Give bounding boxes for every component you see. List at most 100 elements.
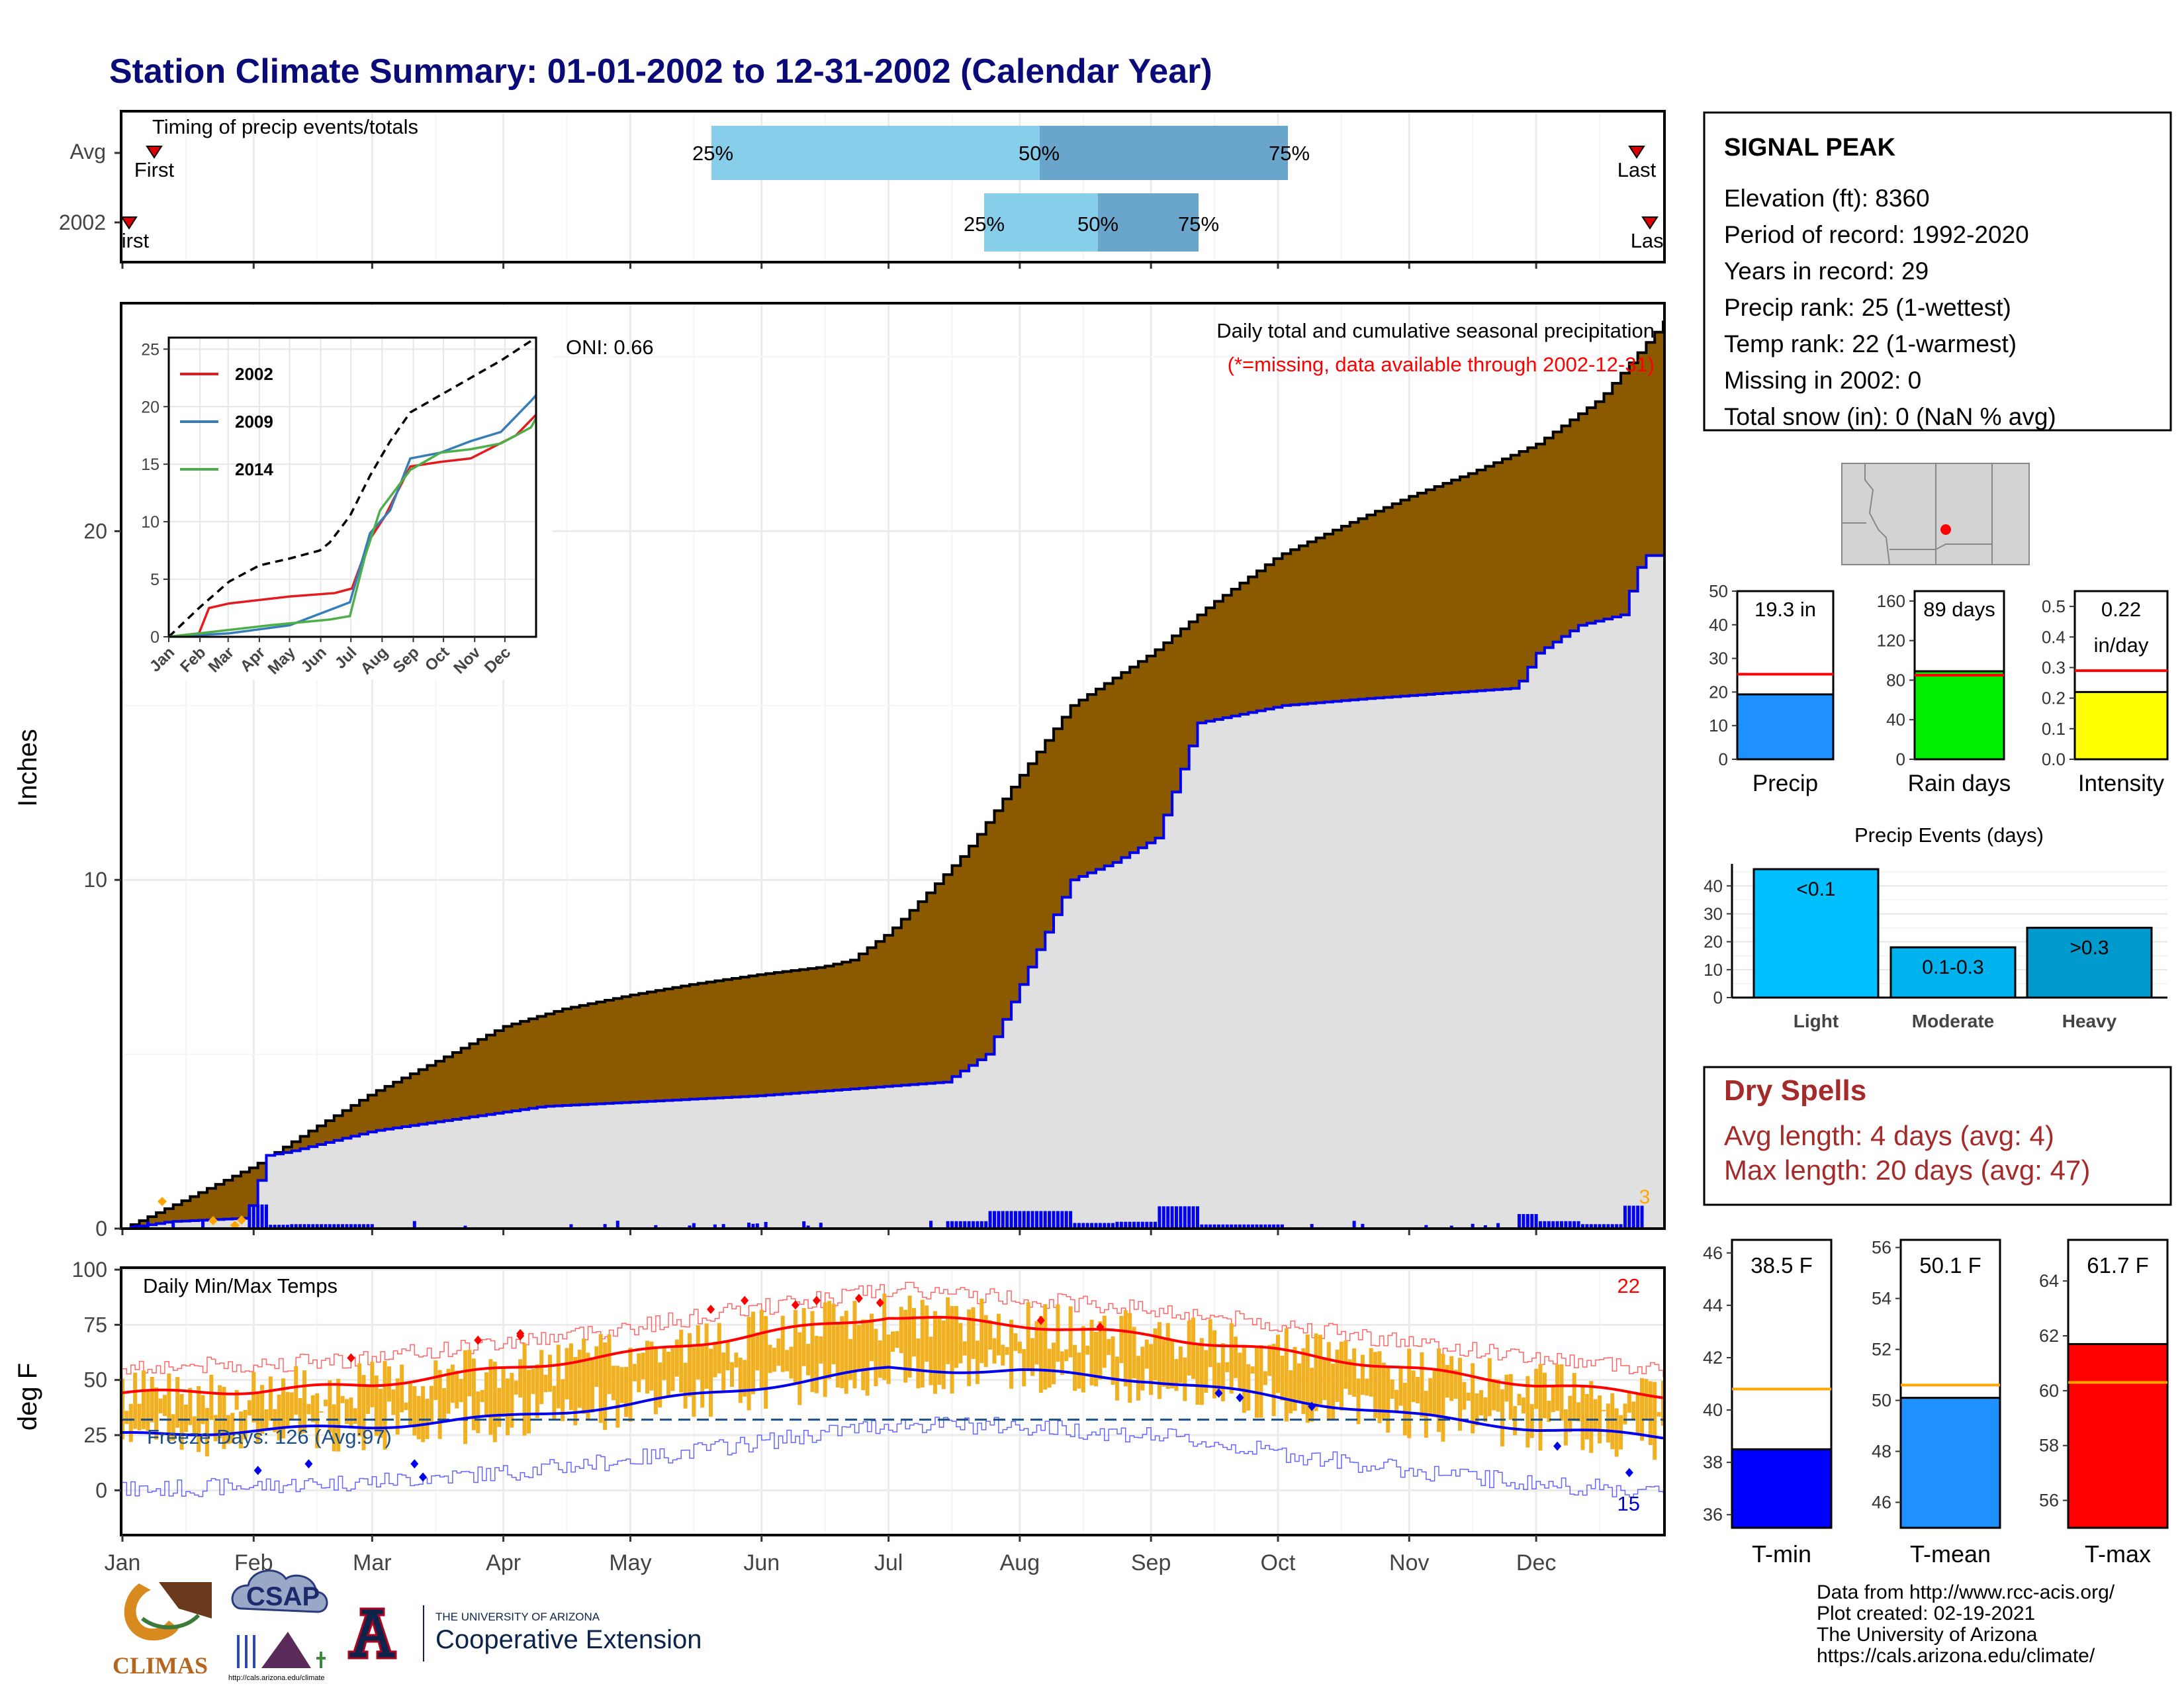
daily-temp-bar xyxy=(1208,1319,1212,1368)
daily-temp-bar xyxy=(870,1313,874,1362)
daily-precip-bar xyxy=(357,1224,361,1228)
daily-precip-bar xyxy=(311,1224,315,1228)
tmax-chart: 56 58 60 62 64 61.7 F T-max xyxy=(2039,1239,2169,1568)
daily-precip-bar xyxy=(269,1225,273,1228)
daily-temp-bar xyxy=(759,1309,764,1391)
daily-precip-bar xyxy=(1576,1221,1580,1228)
precip-events-chart: Precip Events (days) <0.1 Light 0.1-0.3 Mod… xyxy=(1704,823,2167,1031)
record-high-marker xyxy=(474,1335,482,1345)
temp-y-axis: 0 25 50 75 100 xyxy=(72,1258,121,1502)
daily-precip-bar xyxy=(992,1211,996,1228)
daily-temp-bar xyxy=(611,1366,615,1401)
inset-legend-label-2: 2014 xyxy=(235,459,273,479)
daily-temp-bar xyxy=(213,1415,218,1442)
precip-panel: 0 10 20 Inches Daily total and cumulative … xyxy=(13,302,1666,1241)
daily-temp-bar xyxy=(1013,1333,1018,1351)
daily-temp-bar xyxy=(1580,1385,1585,1450)
daily-temp-bar xyxy=(1093,1331,1098,1387)
csap-wordmark: CSAP xyxy=(246,1582,320,1611)
daily-temp-bar xyxy=(971,1307,976,1359)
record-high-marker xyxy=(347,1353,355,1363)
daily-precip-bar xyxy=(1030,1211,1034,1228)
daily-temp-bar xyxy=(1373,1352,1378,1419)
daily-temp-bar xyxy=(175,1377,180,1428)
footer-line-url: https://cals.arizona.edu/climate/ xyxy=(1817,1645,2095,1667)
daily-temp-bar xyxy=(501,1366,506,1417)
record-high-marker xyxy=(741,1295,749,1305)
daily-temp-bar xyxy=(1381,1362,1386,1420)
precip-label: Precip xyxy=(1752,771,1818,796)
daily-temp-bar xyxy=(1043,1304,1048,1390)
daily-precip-bar xyxy=(315,1224,319,1228)
daily-temp-bar xyxy=(1352,1348,1357,1397)
timing-row-2002: 2002 xyxy=(59,211,106,234)
daily-temp-bar xyxy=(1335,1349,1340,1402)
daily-temp-bar xyxy=(946,1297,950,1364)
precip-tick-label-2: 20 xyxy=(1709,682,1728,702)
daily-temp-bar xyxy=(1081,1326,1085,1393)
daily-temp-bar xyxy=(658,1362,662,1408)
month-label-9: Oct xyxy=(1261,1550,1296,1575)
daily-temp-bar xyxy=(1111,1336,1115,1385)
daily-precip-bar xyxy=(1094,1223,1098,1228)
daily-temp-bar xyxy=(755,1332,760,1371)
daily-temp-bar xyxy=(442,1388,447,1423)
daily-temp-bar xyxy=(573,1356,578,1426)
daily-precip-bar xyxy=(1013,1211,1017,1228)
daily-temp-bar xyxy=(552,1385,557,1420)
heavy-day-count: 3 xyxy=(1639,1186,1651,1208)
daily-precip-bar xyxy=(264,1204,268,1228)
daily-temp-bar xyxy=(1640,1378,1645,1441)
daily-precip-bar xyxy=(1525,1214,1529,1228)
daily-temp-bar xyxy=(226,1415,230,1444)
station-snow: Total snow (in): 0 (NaN % avg) xyxy=(1724,403,2056,430)
daily-temp-bar xyxy=(556,1344,561,1409)
events-bar-label-0: <0.1 xyxy=(1796,878,1835,900)
daily-temp-bar xyxy=(1631,1401,1636,1421)
timing-panel: Timing of precip events/totals Avg 2002 … xyxy=(59,110,1666,269)
daily-temp-bar xyxy=(281,1378,286,1438)
record-low-marker xyxy=(410,1459,419,1469)
daily-temp-bar xyxy=(1475,1393,1479,1426)
daily-temp-bar xyxy=(1437,1348,1441,1432)
y2002-pct75-label: 75% xyxy=(1178,212,1219,236)
daily-temp-bar xyxy=(408,1381,412,1427)
daily-temp-bar xyxy=(285,1391,290,1427)
daily-temp-bar xyxy=(476,1391,480,1434)
daily-temp-bar xyxy=(1170,1338,1175,1389)
daily-temp-bar xyxy=(1276,1335,1280,1393)
daily-precip-bar xyxy=(1212,1224,1216,1228)
daily-temp-bar xyxy=(234,1389,239,1410)
daily-temp-bar xyxy=(806,1344,811,1376)
daily-precip-bar xyxy=(1640,1205,1644,1228)
climas-shape-icon xyxy=(159,1582,212,1618)
daily-temp-bar xyxy=(480,1389,484,1403)
daily-temp-bar xyxy=(1517,1393,1522,1406)
daily-precip-bar xyxy=(1132,1221,1136,1228)
daily-temp-bar xyxy=(1432,1368,1437,1415)
y2002-pct25-label: 25% xyxy=(964,212,1005,236)
daily-temp-bar xyxy=(471,1358,476,1430)
daily-temp-bar xyxy=(1301,1348,1306,1415)
daily-temp-bar xyxy=(1271,1344,1276,1417)
uofa-small-text: THE UNIVERSITY OF ARIZONA xyxy=(435,1611,600,1623)
daily-temp-bar xyxy=(255,1392,260,1443)
daily-temp-bar xyxy=(1441,1354,1445,1442)
daily-temp-bar xyxy=(1479,1390,1483,1416)
daily-precip-bar xyxy=(1251,1224,1255,1228)
daily-precip-bar xyxy=(1564,1221,1568,1228)
precip-caption: Daily total and cumulative seasonal prec… xyxy=(1216,319,1655,342)
daily-temp-bar xyxy=(1001,1344,1005,1366)
daily-temp-bar xyxy=(1234,1336,1238,1378)
daily-temp-bar xyxy=(514,1380,518,1395)
daily-temp-bar xyxy=(1187,1321,1191,1376)
daily-temp-bar xyxy=(1420,1352,1424,1418)
daily-temp-bar xyxy=(1191,1317,1196,1380)
daily-temp-bar xyxy=(776,1338,781,1366)
events-category-0: Light xyxy=(1794,1011,1839,1031)
daily-precip-bar xyxy=(277,1225,281,1228)
daily-precip-bar xyxy=(1090,1223,1094,1228)
daily-temp-bar xyxy=(183,1404,188,1432)
daily-temp-bar xyxy=(357,1363,362,1436)
